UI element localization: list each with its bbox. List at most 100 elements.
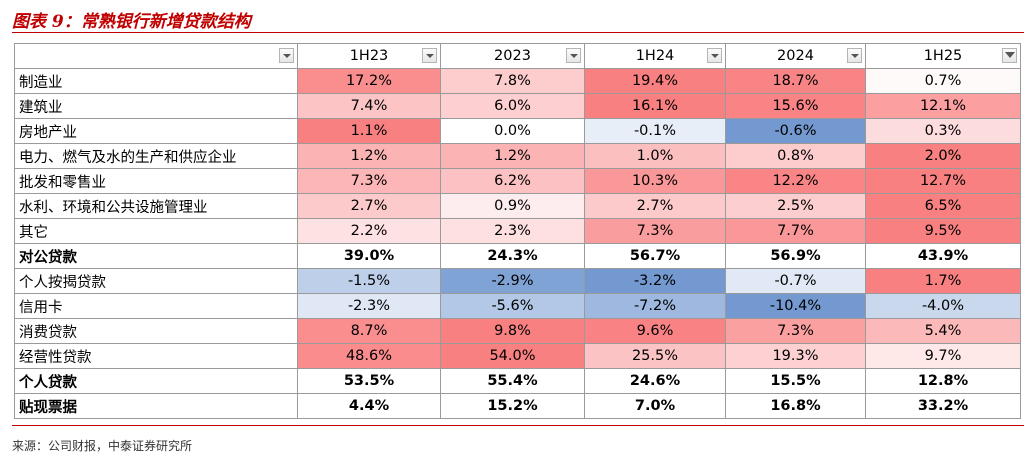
value-cell: 56.7% xyxy=(584,243,726,269)
filter-dropdown-icon[interactable] xyxy=(707,48,722,63)
value-cell: -3.2% xyxy=(584,268,726,294)
row-label: 对公贷款 xyxy=(14,243,298,269)
value-cell: 2.7% xyxy=(297,193,441,219)
filter-dropdown-icon[interactable] xyxy=(279,48,294,63)
table-row: 经营性贷款 48.6% 54.0% 25.5% 19.3% 9.7% xyxy=(14,343,1021,369)
value-cell: 1.0% xyxy=(584,143,726,169)
value-cell: -2.3% xyxy=(297,293,441,319)
value-cell: 18.7% xyxy=(725,68,866,94)
column-header-label: 1H24 xyxy=(635,48,675,64)
value-cell: 12.2% xyxy=(725,168,866,194)
title-rule xyxy=(12,32,1024,33)
source-note: 来源：公司财报，中泰证券研究所 xyxy=(12,439,193,453)
filter-dropdown-icon[interactable] xyxy=(422,48,437,63)
value-cell: 48.6% xyxy=(297,343,441,369)
value-cell: 7.0% xyxy=(584,393,726,419)
value-cell: 9.7% xyxy=(865,343,1021,369)
value-cell: 2.2% xyxy=(297,218,441,244)
table-body: 制造业 17.2% 7.8% 19.4% 18.7% 0.7% 建筑业 7.4% 6.0% 16.… xyxy=(14,68,1021,419)
value-cell: 4.4% xyxy=(297,393,441,419)
column-header-label: 2023 xyxy=(494,48,531,64)
table-row: 对公贷款 39.0% 24.3% 56.7% 56.9% 43.9% xyxy=(14,243,1021,269)
active-filter-icon[interactable] xyxy=(1002,48,1017,63)
value-cell: 39.0% xyxy=(297,243,441,269)
value-cell: 0.9% xyxy=(440,193,585,219)
value-cell: 1.1% xyxy=(297,118,441,144)
value-cell: 2.3% xyxy=(440,218,585,244)
table-row: 建筑业 7.4% 6.0% 16.1% 15.6% 12.1% xyxy=(14,93,1021,119)
header-corner xyxy=(14,43,298,69)
value-cell: 7.3% xyxy=(725,318,866,344)
value-cell: 24.6% xyxy=(584,368,726,394)
row-label: 房地产业 xyxy=(14,118,298,144)
value-cell: 0.0% xyxy=(440,118,585,144)
table-row: 其它 2.2% 2.3% 7.3% 7.7% 9.5% xyxy=(14,218,1021,244)
table-row: 批发和零售业 7.3% 6.2% 10.3% 12.2% 12.7% xyxy=(14,168,1021,194)
value-cell: 16.8% xyxy=(725,393,866,419)
value-cell: -5.6% xyxy=(440,293,585,319)
table-row: 房地产业 1.1% 0.0% -0.1% -0.6% 0.3% xyxy=(14,118,1021,144)
value-cell: 53.5% xyxy=(297,368,441,394)
row-label: 消费贷款 xyxy=(14,318,298,344)
table-row: 水利、环境和公共设施管理业 2.7% 0.9% 2.7% 2.5% 6.5% xyxy=(14,193,1021,219)
filter-dropdown-icon[interactable] xyxy=(566,48,581,63)
table-row: 电力、燃气及水的生产和供应企业 1.2% 1.2% 1.0% 0.8% 2.0% xyxy=(14,143,1021,169)
table-row: 信用卡 -2.3% -5.6% -7.2% -10.4% -4.0% xyxy=(14,293,1021,319)
table-row: 个人贷款 53.5% 55.4% 24.6% 15.5% 12.8% xyxy=(14,368,1021,394)
loan-structure-table: 1H23 2023 1H24 2024 1H25 制造业 17.2% 7.8% 19.4% 18… xyxy=(14,43,1021,419)
table-row: 个人按揭贷款 -1.5% -2.9% -3.2% -0.7% 1.7% xyxy=(14,268,1021,294)
value-cell: 2.7% xyxy=(584,193,726,219)
value-cell: 33.2% xyxy=(865,393,1021,419)
value-cell: -0.7% xyxy=(725,268,866,294)
header-row: 1H23 2023 1H24 2024 1H25 xyxy=(14,43,1021,69)
value-cell: 16.1% xyxy=(584,93,726,119)
row-label: 个人贷款 xyxy=(14,368,298,394)
value-cell: -1.5% xyxy=(297,268,441,294)
column-header-label: 1H25 xyxy=(923,48,963,64)
column-header-label: 1H23 xyxy=(349,48,389,64)
value-cell: 19.3% xyxy=(725,343,866,369)
value-cell: 24.3% xyxy=(440,243,585,269)
value-cell: 7.3% xyxy=(297,168,441,194)
value-cell: 0.8% xyxy=(725,143,866,169)
row-label: 信用卡 xyxy=(14,293,298,319)
row-label: 建筑业 xyxy=(14,93,298,119)
value-cell: 2.5% xyxy=(725,193,866,219)
value-cell: 6.2% xyxy=(440,168,585,194)
value-cell: 7.3% xyxy=(584,218,726,244)
value-cell: 1.2% xyxy=(440,143,585,169)
value-cell: -4.0% xyxy=(865,293,1021,319)
row-label: 水利、环境和公共设施管理业 xyxy=(14,193,298,219)
value-cell: -10.4% xyxy=(725,293,866,319)
value-cell: 54.0% xyxy=(440,343,585,369)
value-cell: -0.6% xyxy=(725,118,866,144)
value-cell: 0.7% xyxy=(865,68,1021,94)
value-cell: 7.8% xyxy=(440,68,585,94)
row-label: 贴现票据 xyxy=(14,393,298,419)
value-cell: 12.7% xyxy=(865,168,1021,194)
value-cell: -7.2% xyxy=(584,293,726,319)
column-header-label: 2024 xyxy=(777,48,814,64)
value-cell: -2.9% xyxy=(440,268,585,294)
value-cell: 25.5% xyxy=(584,343,726,369)
column-header: 1H24 xyxy=(584,43,726,69)
row-label: 其它 xyxy=(14,218,298,244)
value-cell: 8.7% xyxy=(297,318,441,344)
value-cell: 6.0% xyxy=(440,93,585,119)
source-rule xyxy=(12,425,1024,426)
column-header: 1H23 xyxy=(297,43,441,69)
value-cell: 15.2% xyxy=(440,393,585,419)
value-cell: 0.3% xyxy=(865,118,1021,144)
row-label: 个人按揭贷款 xyxy=(14,268,298,294)
row-label: 制造业 xyxy=(14,68,298,94)
row-label: 经营性贷款 xyxy=(14,343,298,369)
value-cell: 43.9% xyxy=(865,243,1021,269)
chart-title: 图表 9：常熟银行新增贷款结构 xyxy=(12,12,251,32)
table-row: 制造业 17.2% 7.8% 19.4% 18.7% 0.7% xyxy=(14,68,1021,94)
value-cell: 19.4% xyxy=(584,68,726,94)
value-cell: 12.1% xyxy=(865,93,1021,119)
value-cell: 1.2% xyxy=(297,143,441,169)
filter-dropdown-icon[interactable] xyxy=(847,48,862,63)
value-cell: 10.3% xyxy=(584,168,726,194)
value-cell: 15.5% xyxy=(725,368,866,394)
